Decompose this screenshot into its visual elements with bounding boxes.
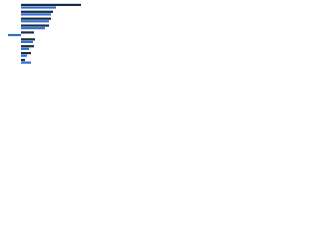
chart (8, 3, 81, 64)
bar (21, 38, 35, 41)
bar (21, 3, 81, 6)
bar (21, 6, 56, 9)
bar (21, 52, 31, 55)
bar (21, 27, 45, 30)
bar (21, 13, 51, 16)
bar (21, 17, 51, 20)
bar (21, 47, 29, 50)
bar (21, 31, 34, 34)
bar (21, 61, 31, 64)
bar (21, 10, 53, 13)
bar (21, 20, 49, 23)
bar (21, 24, 49, 27)
bar (8, 33, 21, 37)
bar (21, 54, 27, 57)
bar (21, 40, 33, 44)
bar (21, 45, 34, 48)
bar (21, 58, 25, 62)
